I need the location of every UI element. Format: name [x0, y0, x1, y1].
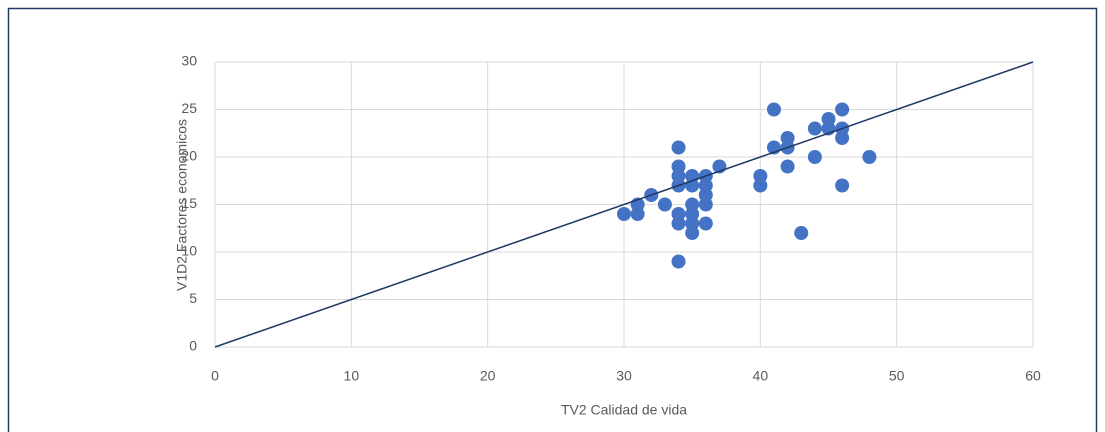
x-tick-label: 50 [889, 368, 905, 384]
scatter-point [807, 150, 822, 164]
scatter-point [698, 197, 713, 212]
scatter-point [807, 121, 822, 136]
x-axis-label: TV2 Calidad de vida [561, 402, 687, 418]
scatter-point [671, 216, 686, 231]
scatter-point [685, 226, 700, 240]
y-tick-label: 15 [181, 195, 197, 211]
scatter-point [630, 207, 645, 221]
chart-frame [7, 7, 1098, 432]
scatter-point [671, 140, 686, 155]
scatter-point [753, 178, 768, 193]
scatter-point [862, 150, 877, 164]
scatter-point [766, 102, 781, 117]
scatter-point [780, 159, 795, 174]
scatter-point [671, 254, 686, 269]
y-tick-label: 5 [189, 290, 197, 306]
scatter-point [835, 178, 850, 193]
x-tick-label: 0 [211, 368, 219, 384]
x-tick-label: 40 [753, 368, 769, 384]
scatter-point [617, 207, 631, 221]
scatter-point [657, 197, 672, 212]
scatter-point [835, 102, 850, 117]
y-tick-label: 30 [181, 53, 197, 69]
y-axis-label: V1D2 Factores economicos [174, 119, 190, 291]
x-tick-label: 30 [616, 368, 632, 384]
y-tick-label: 20 [181, 148, 197, 164]
scatter-point [835, 131, 850, 145]
scatter-point [698, 216, 713, 231]
x-tick-label: 10 [344, 368, 360, 384]
x-tick-label: 60 [1025, 368, 1041, 384]
y-tick-label: 10 [181, 243, 197, 259]
y-tick-label: 25 [181, 100, 197, 116]
y-tick-label: 0 [189, 338, 197, 354]
trendline [214, 61, 1034, 348]
x-tick-label: 20 [480, 368, 496, 384]
scatter-point [794, 226, 809, 240]
